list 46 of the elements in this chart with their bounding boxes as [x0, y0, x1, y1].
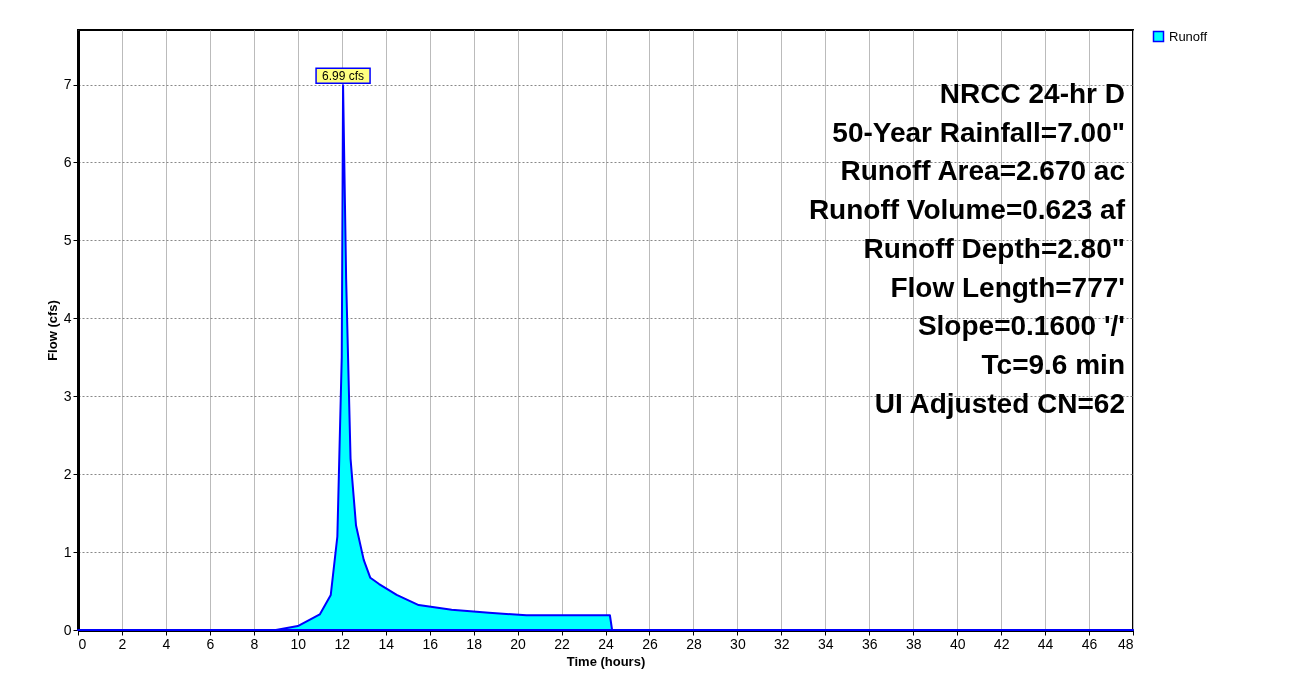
legend-label: Runoff [1169, 28, 1208, 44]
x-tick-label: 14 [378, 635, 395, 652]
x-tick-label: 40 [949, 635, 966, 652]
x-tick-label: 20 [510, 635, 527, 652]
y-tick-label: 3 [63, 387, 72, 404]
y-tick-label: 7 [63, 76, 72, 93]
x-tick-label: 38 [905, 635, 922, 652]
annotation: Runoff Depth=2.80" [863, 232, 1125, 264]
x-axis-title: Time (hours) [566, 653, 646, 669]
x-tick-label: 12 [334, 635, 351, 652]
x-tick-label: 24 [598, 635, 614, 652]
x-tick-label: 0 [78, 635, 87, 652]
x-tick-label: 6 [206, 635, 215, 652]
y-tick-label: 0 [63, 621, 72, 638]
y-tick-label: 6 [63, 153, 72, 170]
x-tick-label: 26 [642, 635, 658, 652]
annotation: Runoff Volume=0.623 af [808, 194, 1126, 226]
annotation: Tc=9.6 min [981, 348, 1125, 380]
y-tick-label: 4 [63, 309, 72, 326]
annotation: Runoff Area=2.670 ac [840, 155, 1125, 187]
y-axis-title: Flow (cfs) [44, 300, 60, 361]
annotation: Flow Length=777' [890, 271, 1125, 303]
x-tick-label: 8 [250, 635, 259, 652]
x-tick-label: 28 [686, 635, 702, 652]
x-tick-label: 32 [774, 635, 790, 652]
annotation: 50-Year Rainfall=7.00" [832, 116, 1125, 148]
x-tick-label: 18 [466, 635, 483, 652]
x-tick-label: 22 [554, 635, 571, 652]
x-tick-label: 30 [730, 635, 746, 652]
annotation: 6.99 cfs [322, 69, 365, 84]
y-tick-label: 2 [63, 465, 72, 482]
x-tick-label: 48 [1117, 635, 1134, 652]
x-tick-label: 10 [290, 635, 307, 652]
y-tick-label: 5 [63, 231, 72, 248]
x-tick-label: 46 [1081, 635, 1098, 652]
x-tick-label: 4 [162, 635, 171, 652]
x-tick-label: 44 [1037, 635, 1054, 652]
x-tick-label: 2 [118, 635, 127, 652]
x-tick-label: 34 [818, 635, 834, 652]
annotation: UI Adjusted CN=62 [874, 387, 1125, 419]
x-tick-label: 42 [993, 635, 1010, 652]
x-tick-label: 16 [422, 635, 439, 652]
y-tick-label: 1 [63, 543, 72, 560]
annotation: NRCC 24-hr D [939, 78, 1125, 109]
x-tick-label: 36 [861, 635, 878, 652]
annotation: Slope=0.1600 '/' [917, 310, 1125, 342]
